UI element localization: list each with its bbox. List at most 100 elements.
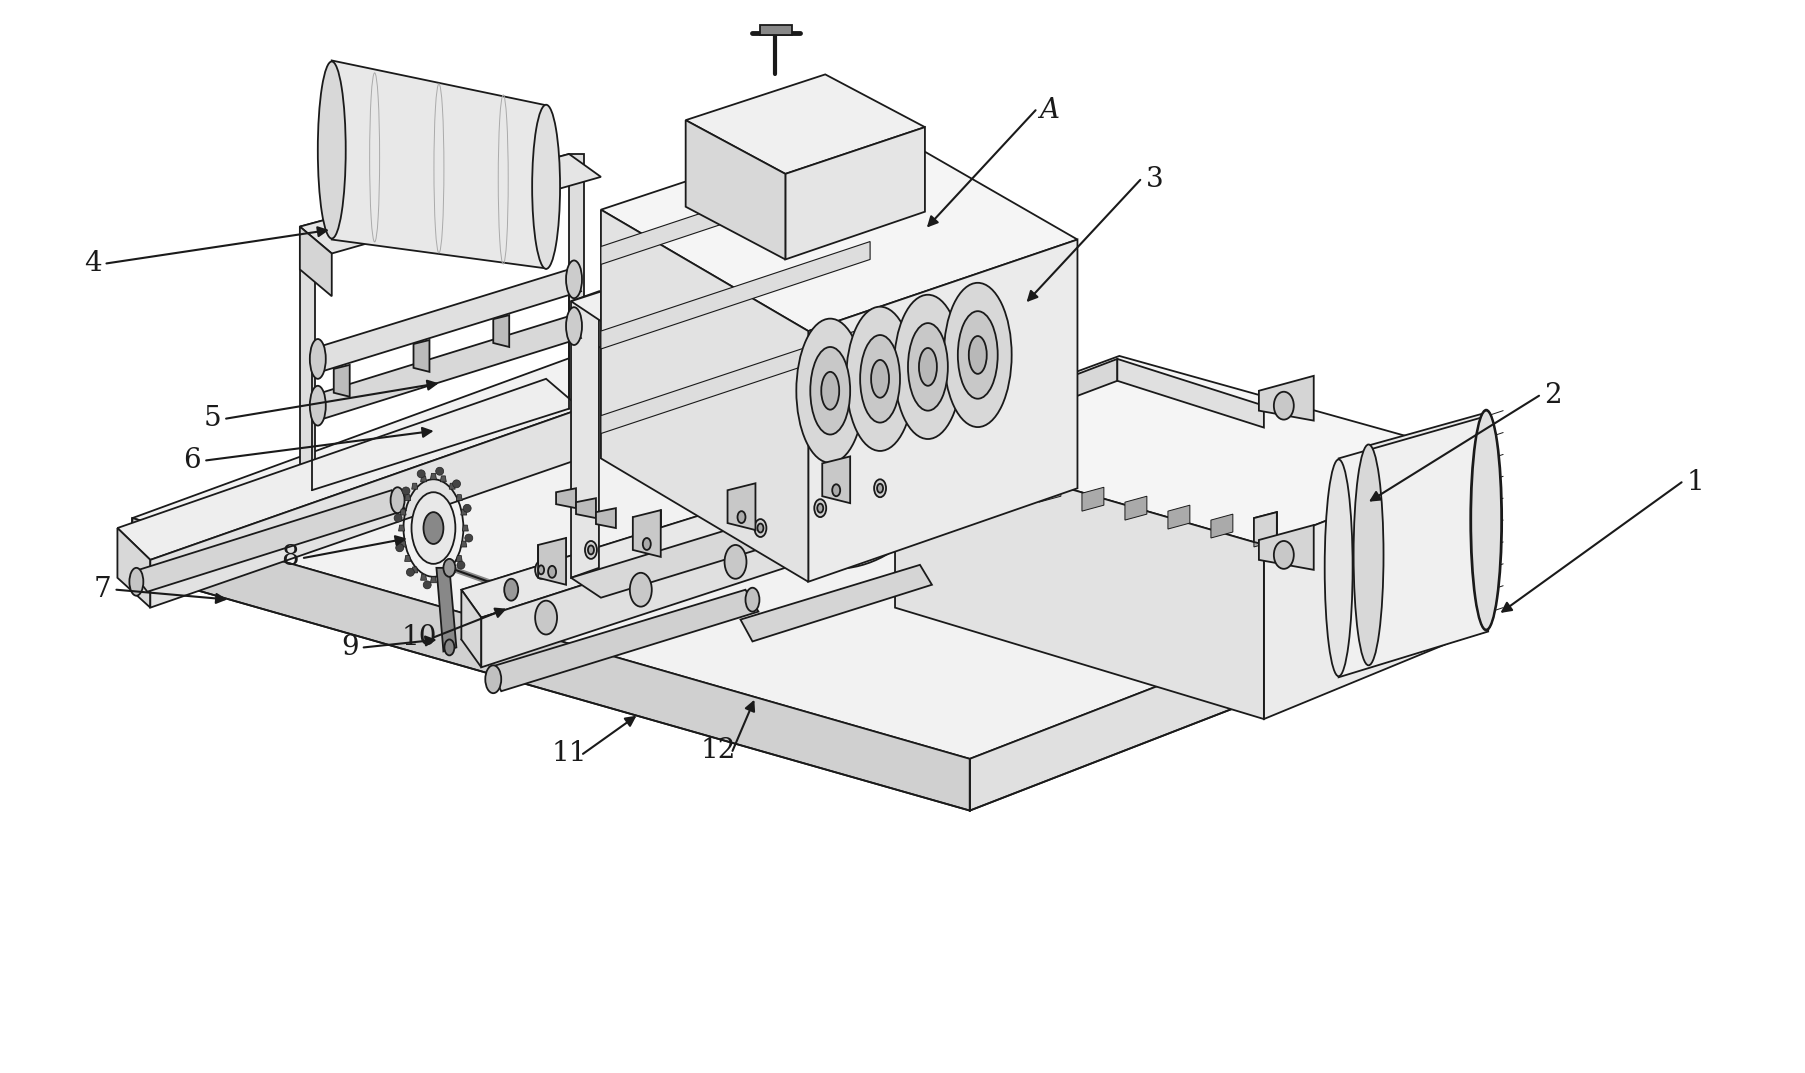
Ellipse shape <box>738 511 745 523</box>
Ellipse shape <box>861 335 901 423</box>
Polygon shape <box>334 365 350 397</box>
Polygon shape <box>312 269 581 371</box>
Polygon shape <box>332 60 547 268</box>
Ellipse shape <box>724 545 747 578</box>
Ellipse shape <box>538 565 543 574</box>
Polygon shape <box>1368 413 1486 667</box>
Text: 8: 8 <box>282 544 298 572</box>
Ellipse shape <box>412 493 455 563</box>
Ellipse shape <box>1274 541 1294 569</box>
Polygon shape <box>421 475 426 482</box>
Ellipse shape <box>310 339 325 379</box>
Ellipse shape <box>417 470 426 477</box>
Polygon shape <box>1258 525 1314 570</box>
Ellipse shape <box>442 578 449 586</box>
Ellipse shape <box>958 311 998 399</box>
Polygon shape <box>1254 512 1276 548</box>
Polygon shape <box>300 226 314 490</box>
Polygon shape <box>449 567 455 573</box>
Polygon shape <box>910 452 931 475</box>
Polygon shape <box>462 468 870 618</box>
Polygon shape <box>421 574 426 580</box>
Polygon shape <box>489 590 758 691</box>
Ellipse shape <box>821 372 839 410</box>
Ellipse shape <box>874 480 886 497</box>
Polygon shape <box>449 483 455 489</box>
Polygon shape <box>1258 376 1314 421</box>
Polygon shape <box>570 291 599 577</box>
Polygon shape <box>1125 496 1146 520</box>
Polygon shape <box>132 329 1487 759</box>
Polygon shape <box>482 493 870 667</box>
Polygon shape <box>1264 458 1486 719</box>
Polygon shape <box>399 525 404 531</box>
Ellipse shape <box>406 569 415 576</box>
Ellipse shape <box>453 480 460 488</box>
Polygon shape <box>1117 359 1264 427</box>
Polygon shape <box>1081 487 1105 511</box>
Text: 6: 6 <box>184 446 200 474</box>
Ellipse shape <box>745 588 760 612</box>
Text: 12: 12 <box>700 737 736 764</box>
Polygon shape <box>1040 479 1061 502</box>
Polygon shape <box>430 473 437 480</box>
Polygon shape <box>1168 505 1189 529</box>
Ellipse shape <box>908 323 948 411</box>
Polygon shape <box>312 317 581 418</box>
Polygon shape <box>601 209 809 582</box>
Polygon shape <box>440 475 446 482</box>
Text: 5: 5 <box>204 406 220 432</box>
Polygon shape <box>493 315 509 347</box>
Polygon shape <box>823 456 850 503</box>
Text: 7: 7 <box>94 576 112 603</box>
Polygon shape <box>462 525 467 531</box>
Polygon shape <box>132 518 969 810</box>
Polygon shape <box>401 541 406 547</box>
Ellipse shape <box>1325 459 1352 676</box>
Text: 1: 1 <box>1686 469 1704 496</box>
Polygon shape <box>576 498 596 518</box>
Text: 10: 10 <box>403 624 437 651</box>
Ellipse shape <box>424 512 444 544</box>
Ellipse shape <box>444 640 455 656</box>
Polygon shape <box>969 558 1487 810</box>
Ellipse shape <box>847 307 913 451</box>
Polygon shape <box>996 469 1018 494</box>
Polygon shape <box>601 157 870 264</box>
Polygon shape <box>150 409 581 607</box>
Ellipse shape <box>390 487 404 513</box>
Text: 11: 11 <box>551 740 587 767</box>
Polygon shape <box>1339 415 1487 677</box>
Polygon shape <box>132 490 406 591</box>
Text: 9: 9 <box>341 634 359 661</box>
Polygon shape <box>727 483 756 530</box>
Ellipse shape <box>872 359 890 398</box>
Ellipse shape <box>486 665 502 693</box>
Ellipse shape <box>585 541 597 559</box>
Polygon shape <box>300 226 332 296</box>
Text: A: A <box>1040 97 1060 123</box>
Polygon shape <box>895 439 1264 719</box>
Polygon shape <box>601 120 1078 332</box>
Ellipse shape <box>534 601 558 634</box>
Text: 2: 2 <box>1545 382 1561 409</box>
Polygon shape <box>740 564 931 642</box>
Ellipse shape <box>944 283 1011 427</box>
Ellipse shape <box>466 534 473 542</box>
Polygon shape <box>538 538 567 585</box>
Ellipse shape <box>630 573 652 606</box>
Ellipse shape <box>318 61 347 238</box>
Ellipse shape <box>567 261 581 298</box>
Ellipse shape <box>464 504 471 512</box>
Polygon shape <box>412 567 417 573</box>
Polygon shape <box>412 483 417 489</box>
Polygon shape <box>117 379 581 560</box>
Ellipse shape <box>969 336 987 373</box>
Polygon shape <box>457 495 462 501</box>
Ellipse shape <box>403 487 410 495</box>
Polygon shape <box>457 556 462 561</box>
Ellipse shape <box>393 514 403 521</box>
Ellipse shape <box>754 519 767 536</box>
Polygon shape <box>570 496 870 598</box>
Polygon shape <box>895 356 1486 545</box>
